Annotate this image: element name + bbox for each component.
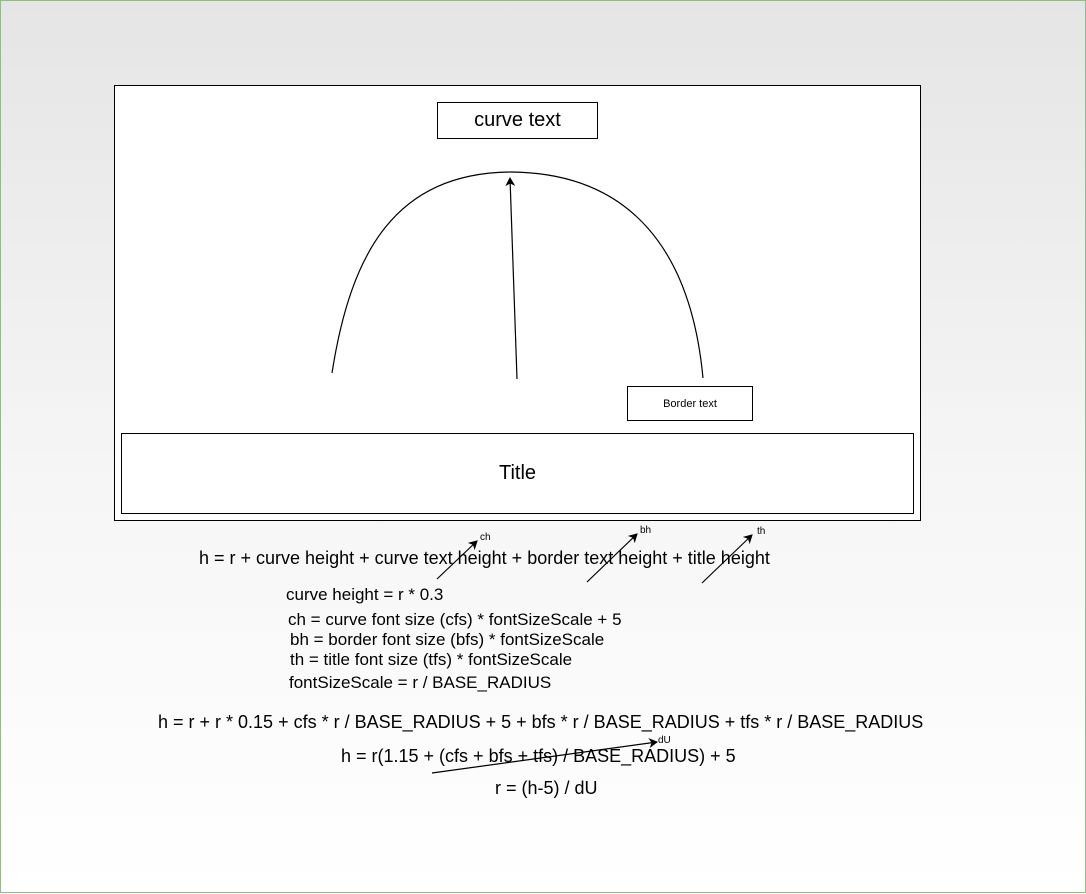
formula-ch: ch = curve font size (cfs) * fontSizeSca… bbox=[288, 610, 622, 629]
border-text-label: Border text bbox=[663, 397, 717, 410]
formula-curve-height: curve height = r * 0.3 bbox=[286, 585, 444, 604]
th-arrow bbox=[701, 534, 753, 584]
formula-factored: h = r(1.15 + (cfs + bfs + tfs) / BASE_RA… bbox=[341, 746, 736, 766]
radius-arrow bbox=[505, 177, 518, 380]
curve-text-box: curve text bbox=[437, 102, 598, 139]
ch-marker-label: ch bbox=[480, 532, 491, 543]
curve-text-label: curve text bbox=[474, 109, 561, 131]
formula-scale: fontSizeScale = r / BASE_RADIUS bbox=[289, 673, 552, 692]
formula-expanded: h = r + r * 0.15 + cfs * r / BASE_RADIUS… bbox=[158, 712, 924, 732]
border-text-box: Border text bbox=[627, 386, 753, 421]
formula-th: th = title font size (tfs) * fontSizeSca… bbox=[290, 650, 573, 669]
formula-bh: bh = border font size (bfs) * fontSizeSc… bbox=[290, 630, 605, 649]
arc-curve bbox=[331, 171, 704, 379]
bh-marker-label: bh bbox=[640, 525, 652, 536]
bh-arrow bbox=[586, 533, 638, 583]
ch-arrow bbox=[436, 540, 478, 580]
th-marker-label: th bbox=[757, 526, 766, 537]
formula-height-sum: h = r + curve height + curve text height… bbox=[199, 548, 770, 568]
du-marker-label: dU bbox=[658, 735, 671, 746]
title-label: Title bbox=[498, 462, 537, 484]
formula-solved: r = (h-5) / dU bbox=[495, 778, 598, 798]
du-arrow bbox=[431, 738, 658, 774]
title-box: Title bbox=[121, 433, 914, 514]
